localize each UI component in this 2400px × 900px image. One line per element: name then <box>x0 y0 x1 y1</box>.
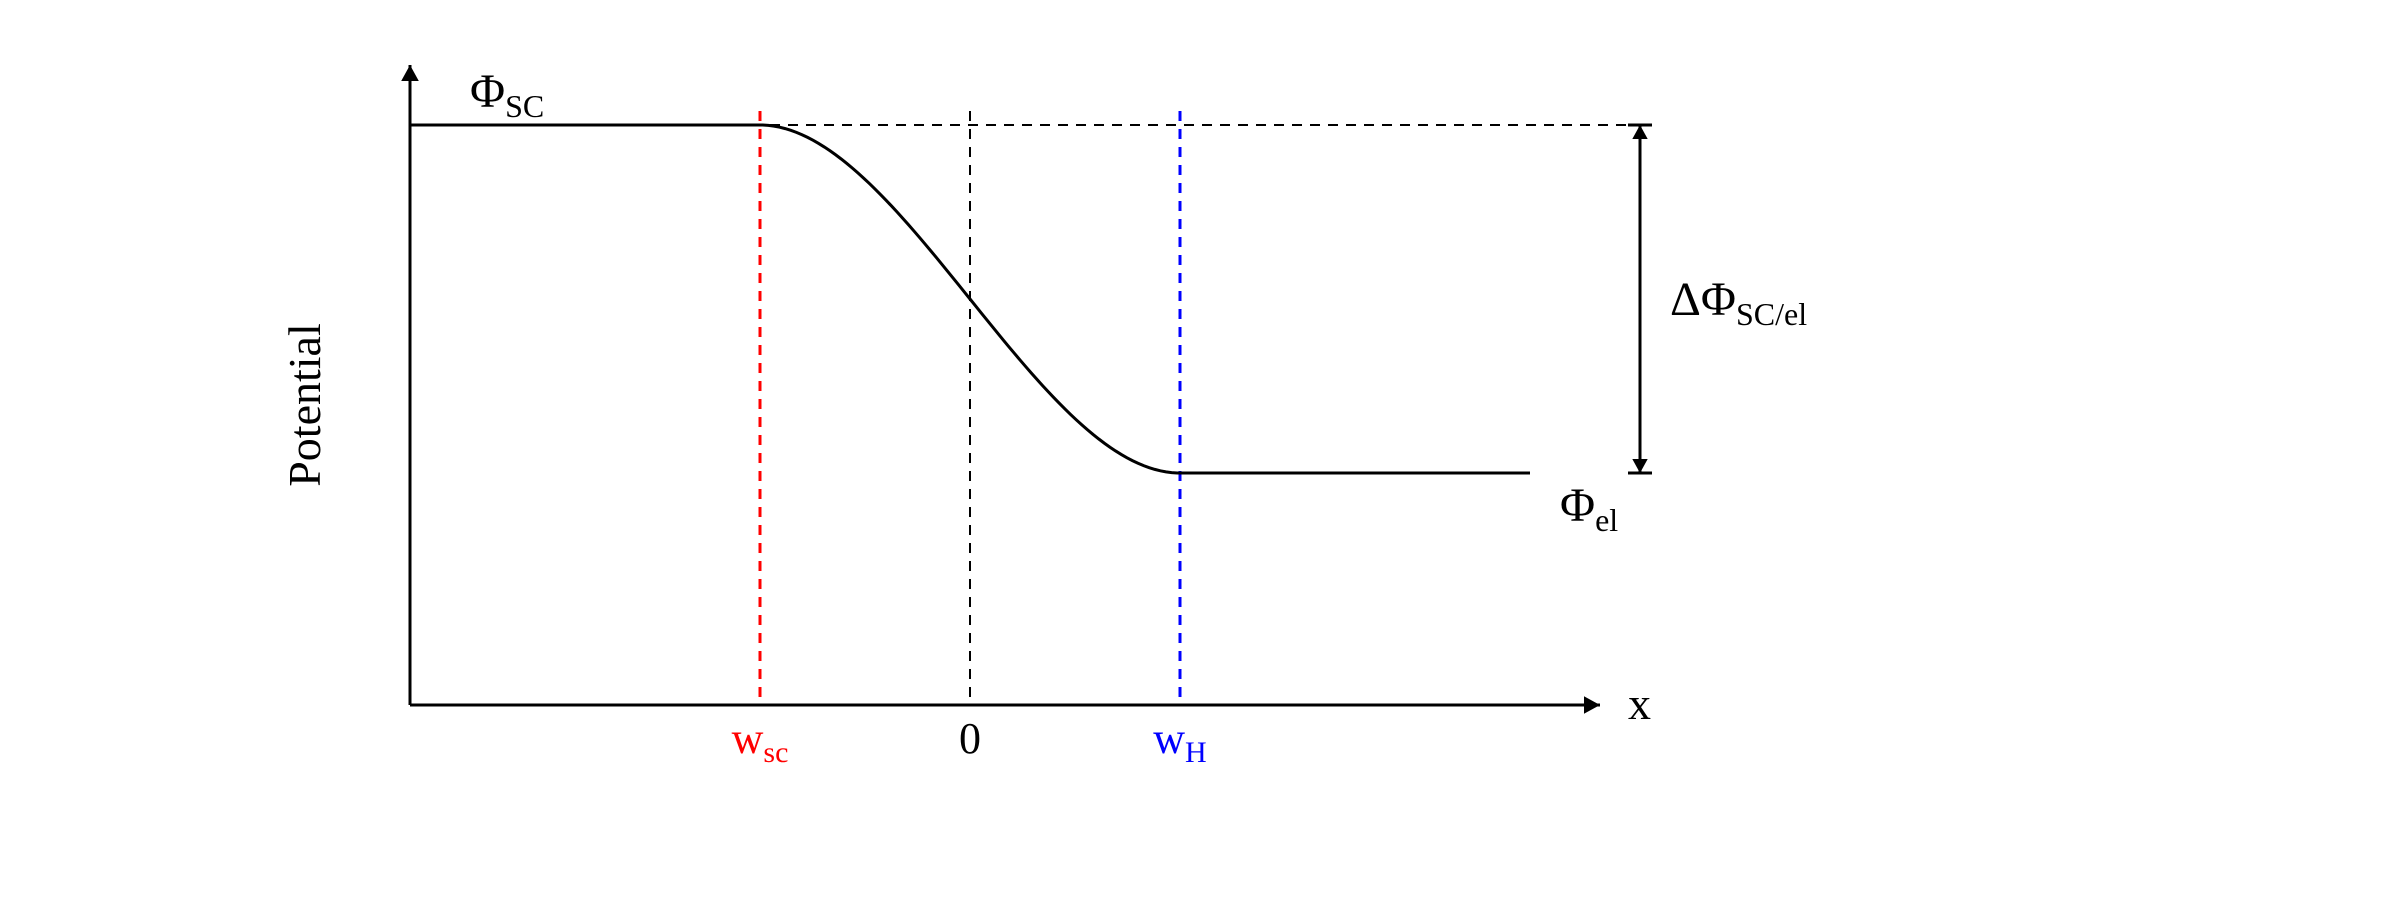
x-tick-label-0: wsc <box>732 714 789 769</box>
phi-sc-label: ΦSC <box>470 65 544 124</box>
y-axis-arrow <box>401 65 419 81</box>
potential-diagram: wsc 0 wH x Potential ΦSC Φel ΔΦSC/el <box>0 0 2400 900</box>
x-tick-label-2: wH <box>1153 714 1206 769</box>
delta-phi-label: ΔΦSC/el <box>1670 273 1807 332</box>
x-axis-label: x <box>1628 678 1651 729</box>
delta-arrow-up <box>1632 125 1647 139</box>
phi-el-label: Φel <box>1560 479 1618 538</box>
x-tick-label-1: 0 <box>959 714 981 763</box>
delta-arrow-down <box>1632 459 1647 473</box>
x-axis-arrow <box>1584 696 1600 714</box>
y-axis-label: Potential <box>279 323 330 487</box>
